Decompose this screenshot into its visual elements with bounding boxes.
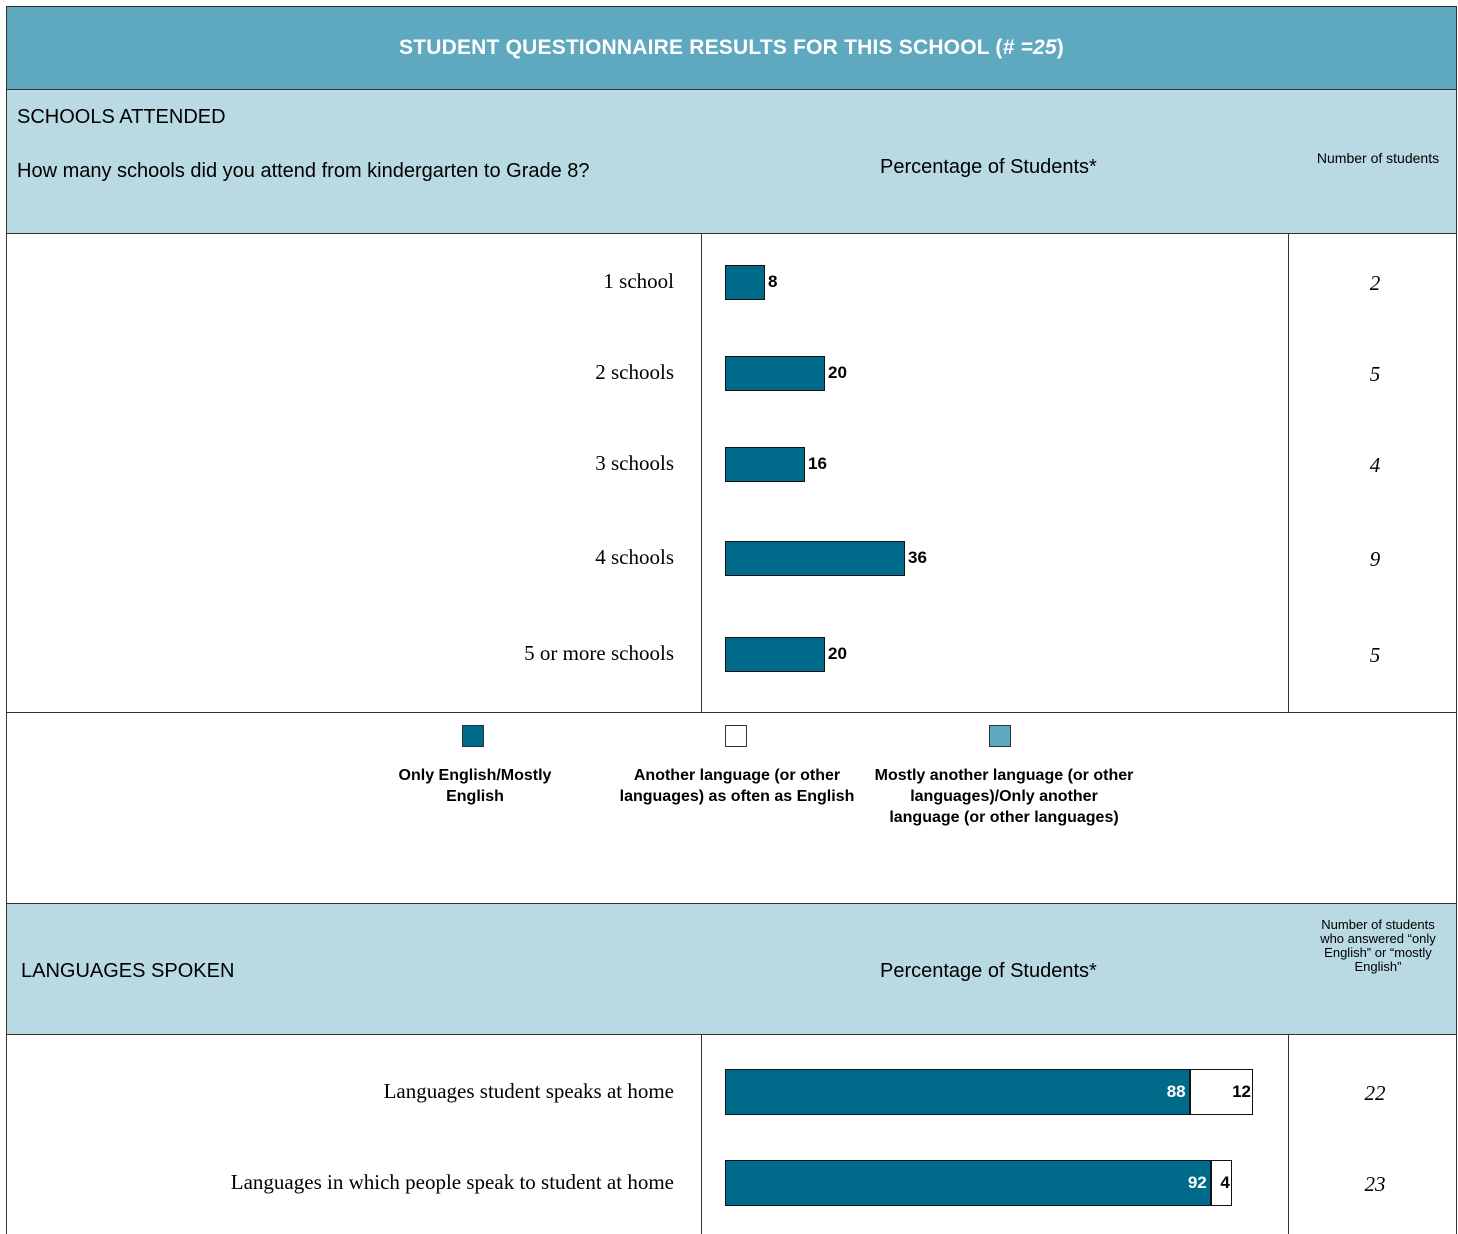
student-count: 5 bbox=[1369, 362, 1381, 386]
page-title: STUDENT QUESTIONNAIRE RESULTS FOR THIS S… bbox=[6, 6, 1457, 90]
title-count: 25 bbox=[1033, 36, 1057, 59]
bar bbox=[725, 541, 905, 576]
question-text: How many schools did you attend from kin… bbox=[17, 160, 590, 182]
student-count: 5 bbox=[1369, 643, 1381, 667]
row-label: 5 or more schools bbox=[524, 641, 674, 665]
bar-value-label: 8 bbox=[768, 272, 778, 291]
percent-header: Percentage of Students* bbox=[880, 960, 1097, 982]
student-count: 9 bbox=[1369, 547, 1381, 571]
number-header: Number of students bbox=[1316, 150, 1440, 166]
student-count: 23 bbox=[1364, 1172, 1386, 1196]
bar-value-label: 36 bbox=[908, 548, 927, 567]
student-count: 4 bbox=[1369, 453, 1381, 477]
student-count: 2 bbox=[1369, 271, 1381, 295]
percent-header: Percentage of Students* bbox=[880, 156, 1097, 178]
title-hash: # = bbox=[1002, 36, 1034, 59]
legend-label-equal: Another language (or other languages) as… bbox=[619, 767, 855, 805]
section-languages-header: LANGUAGES SPOKEN Percentage of Students*… bbox=[6, 903, 1457, 1035]
stacked-bar-segment bbox=[725, 1160, 1211, 1206]
title-close: ) bbox=[1056, 36, 1064, 59]
bar-value-label: 4 bbox=[1220, 1173, 1230, 1192]
stacked-bar-segment bbox=[725, 1069, 1190, 1115]
bar bbox=[725, 265, 765, 300]
legend-swatch-english bbox=[462, 725, 484, 747]
bar-value-label: 92 bbox=[1187, 1173, 1207, 1192]
legend-swatch-equal bbox=[725, 725, 747, 747]
bar-value-label: 20 bbox=[828, 644, 847, 663]
bar-value-label: 88 bbox=[1166, 1082, 1186, 1101]
bar bbox=[725, 637, 825, 672]
bar-value-label: 12 bbox=[1232, 1082, 1251, 1101]
cut-off-top-text bbox=[430, 0, 1030, 5]
bar-value-label: 16 bbox=[808, 454, 827, 473]
languages-chart-body bbox=[6, 1035, 1457, 1234]
row-label: 2 schools bbox=[595, 360, 674, 384]
legend: Only English/Mostly English Another lang… bbox=[6, 713, 1457, 903]
legend-label-english: Only English/Mostly English bbox=[398, 767, 552, 805]
title-main: STUDENT QUESTIONNAIRE RESULTS FOR THIS S… bbox=[398, 36, 1003, 59]
column-divider bbox=[1288, 234, 1289, 713]
section-title-languages: LANGUAGES SPOKEN bbox=[21, 960, 235, 982]
row-label: Languages in which people speak to stude… bbox=[230, 1170, 674, 1194]
legend-swatch-other bbox=[989, 725, 1011, 747]
column-divider bbox=[701, 234, 702, 713]
column-divider bbox=[701, 1035, 702, 1234]
section-title-schools: SCHOOLS ATTENDED bbox=[17, 106, 226, 128]
row-label: 4 schools bbox=[595, 545, 674, 569]
stacked-bar-segment bbox=[1210, 1160, 1232, 1206]
student-count: 22 bbox=[1364, 1081, 1386, 1105]
bar bbox=[725, 447, 805, 482]
bar-value-label: 20 bbox=[828, 363, 847, 382]
section-schools-header: SCHOOLS ATTENDED How many schools did yo… bbox=[6, 90, 1457, 234]
row-label: 1 school bbox=[603, 269, 674, 293]
schools-chart-body bbox=[6, 234, 1457, 713]
row-label: 3 schools bbox=[595, 451, 674, 475]
number-header: Number of students who answered “only En… bbox=[1320, 917, 1436, 974]
bar bbox=[725, 356, 825, 391]
stacked-bar-segment bbox=[1189, 1069, 1253, 1115]
column-divider bbox=[1288, 1035, 1289, 1234]
row-label: Languages student speaks at home bbox=[383, 1079, 674, 1103]
legend-label-other: Mostly another language (or other langua… bbox=[874, 767, 1134, 826]
